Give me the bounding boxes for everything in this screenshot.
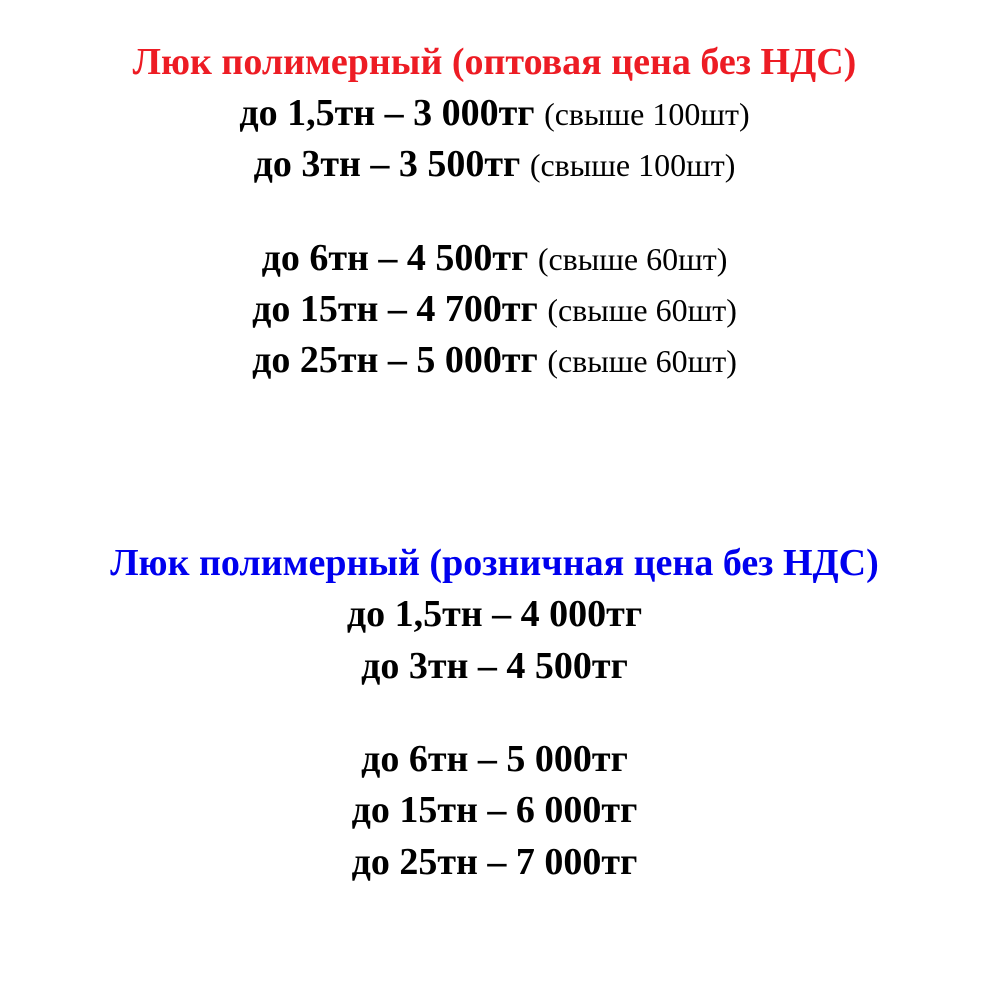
retail-section: Люк полимерный (розничная цена без НДС) … <box>0 541 989 887</box>
retail-row: до 3тн – 4 500тг <box>0 641 989 692</box>
price-note-text: (свыше 100шт) <box>530 147 736 183</box>
wholesale-row: до 25тн – 5 000тг (свыше 60шт) <box>0 335 989 386</box>
price-main-text: до 6тн – 4 500тг <box>262 237 538 279</box>
wholesale-title: Люк полимерный (оптовая цена без НДС) <box>0 40 989 84</box>
group-spacer <box>0 191 989 233</box>
wholesale-row: до 1,5тн – 3 000тг (свыше 100шт) <box>0 88 989 139</box>
retail-row: до 25тн – 7 000тг <box>0 837 989 888</box>
price-main-text: до 15тн – 6 000тг <box>352 789 638 831</box>
wholesale-section: Люк полимерный (оптовая цена без НДС) до… <box>0 40 989 386</box>
price-main-text: до 3тн – 3 500тг <box>254 143 530 185</box>
price-note-text: (свыше 60шт) <box>547 292 737 328</box>
wholesale-row: до 3тн – 3 500тг (свыше 100шт) <box>0 139 989 190</box>
group-spacer <box>0 692 989 734</box>
price-main-text: до 6тн – 5 000тг <box>361 738 628 780</box>
price-note-text: (свыше 100шт) <box>544 96 750 132</box>
section-spacer <box>0 386 989 541</box>
price-main-text: до 1,5тн – 3 000тг <box>239 92 544 134</box>
wholesale-row: до 6тн – 4 500тг (свыше 60шт) <box>0 233 989 284</box>
price-main-text: до 25тн – 5 000тг <box>252 339 547 381</box>
retail-row: до 6тн – 5 000тг <box>0 734 989 785</box>
retail-title: Люк полимерный (розничная цена без НДС) <box>0 541 989 585</box>
retail-row: до 15тн – 6 000тг <box>0 785 989 836</box>
wholesale-row: до 15тн – 4 700тг (свыше 60шт) <box>0 284 989 335</box>
price-main-text: до 1,5тн – 4 000тг <box>347 593 642 635</box>
price-main-text: до 15тн – 4 700тг <box>252 288 547 330</box>
retail-row: до 1,5тн – 4 000тг <box>0 589 989 640</box>
price-note-text: (свыше 60шт) <box>538 241 728 277</box>
price-note-text: (свыше 60шт) <box>547 343 737 379</box>
price-main-text: до 25тн – 7 000тг <box>352 841 638 883</box>
price-main-text: до 3тн – 4 500тг <box>361 645 628 687</box>
